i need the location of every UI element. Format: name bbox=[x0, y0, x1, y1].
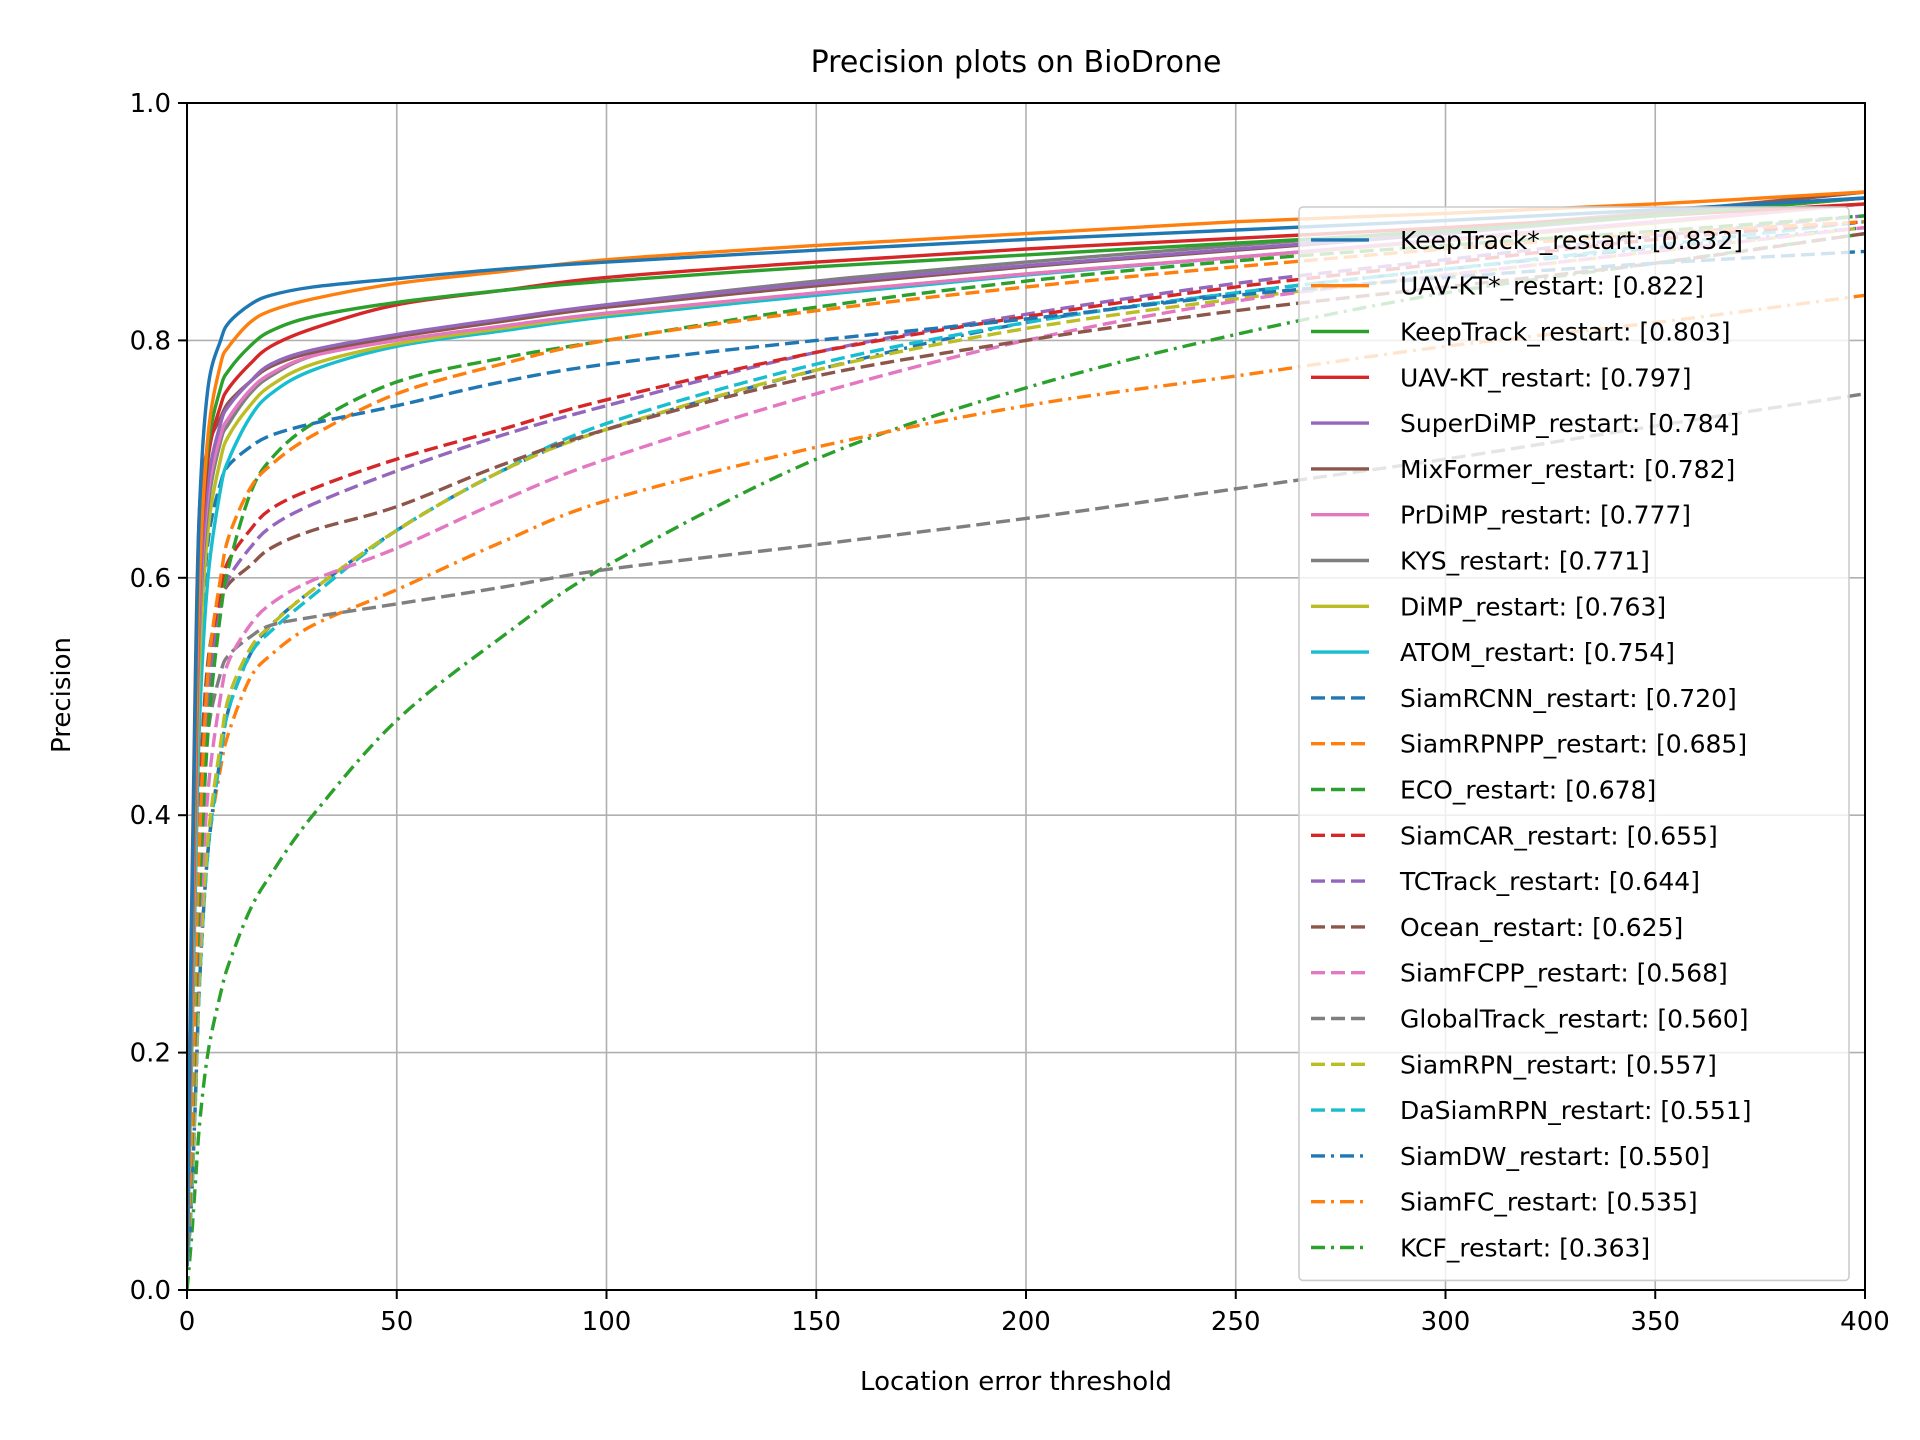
legend: KeepTrack*_restart: [0.832] UAV-KT*_resta… bbox=[1298, 206, 1850, 1282]
legend-label: SiamDW_restart: [0.550] bbox=[1400, 1142, 1710, 1171]
x-tick-label: 350 bbox=[1630, 1307, 1680, 1337]
y-tick-label: 1.0 bbox=[130, 89, 171, 119]
y-axis-label: Precision bbox=[47, 637, 77, 753]
legend-label: SiamFC_restart: [0.535] bbox=[1400, 1188, 1698, 1217]
legend-label: KeepTrack*_restart: [0.832] bbox=[1400, 226, 1743, 255]
x-tick-label: 100 bbox=[582, 1307, 632, 1337]
y-tick-label: 0.4 bbox=[130, 801, 171, 831]
x-tick-label: 250 bbox=[1211, 1307, 1261, 1337]
y-tick-label: 0.2 bbox=[130, 1039, 171, 1069]
legend-label: GlobalTrack_restart: [0.560] bbox=[1400, 1005, 1748, 1034]
x-axis-label: Location error threshold bbox=[860, 1367, 1172, 1397]
x-tick-label: 150 bbox=[791, 1307, 841, 1337]
y-tick-label: 0.6 bbox=[130, 564, 171, 594]
x-tick-label: 300 bbox=[1421, 1307, 1471, 1337]
legend-label: SiamFCPP_restart: [0.568] bbox=[1400, 959, 1728, 988]
legend-label: SiamRCNN_restart: [0.720] bbox=[1400, 684, 1737, 713]
x-tick-label: 0 bbox=[179, 1307, 196, 1337]
legend-label: ATOM_restart: [0.754] bbox=[1400, 638, 1675, 667]
legend-label: KYS_restart: [0.771] bbox=[1400, 547, 1650, 576]
x-tick-label: 200 bbox=[1001, 1307, 1051, 1337]
legend-label: KCF_restart: [0.363] bbox=[1400, 1234, 1650, 1263]
legend-label: ECO_restart: [0.678] bbox=[1400, 776, 1656, 805]
legend-label: SuperDiMP_restart: [0.784] bbox=[1400, 409, 1739, 438]
y-tick-label: 0.8 bbox=[130, 326, 171, 356]
x-tick-label: 50 bbox=[380, 1307, 413, 1337]
legend-label: UAV-KT_restart: [0.797] bbox=[1400, 363, 1691, 392]
y-tick-label: 0.0 bbox=[130, 1276, 171, 1306]
legend-box bbox=[1298, 206, 1850, 1282]
legend-label: SiamCAR_restart: [0.655] bbox=[1400, 821, 1718, 850]
axis-ticks: 0 50 100 150 200 250 300 350 400 0.0 0.2 0.4 0.6 0.8 1… bbox=[130, 89, 1890, 1337]
legend-label: PrDiMP_restart: [0.777] bbox=[1400, 501, 1691, 530]
legend-label: DaSiamRPN_restart: [0.551] bbox=[1400, 1096, 1752, 1125]
legend-label: DiMP_restart: [0.763] bbox=[1400, 592, 1666, 621]
legend-label: UAV-KT*_restart: [0.822] bbox=[1400, 272, 1704, 301]
legend-label: MixFormer_restart: [0.782] bbox=[1400, 455, 1735, 484]
legend-label: TCTrack_restart: [0.644] bbox=[1399, 867, 1700, 896]
legend-label: Ocean_restart: [0.625] bbox=[1400, 913, 1683, 942]
series-line bbox=[187, 214, 1865, 1267]
chart-title: Precision plots on BioDrone bbox=[811, 45, 1222, 80]
legend-label: SiamRPN_restart: [0.557] bbox=[1400, 1050, 1717, 1079]
legend-label: KeepTrack_restart: [0.803] bbox=[1400, 318, 1730, 347]
x-tick-label: 400 bbox=[1840, 1307, 1890, 1337]
legend-label: SiamRPNPP_restart: [0.685] bbox=[1400, 730, 1747, 759]
